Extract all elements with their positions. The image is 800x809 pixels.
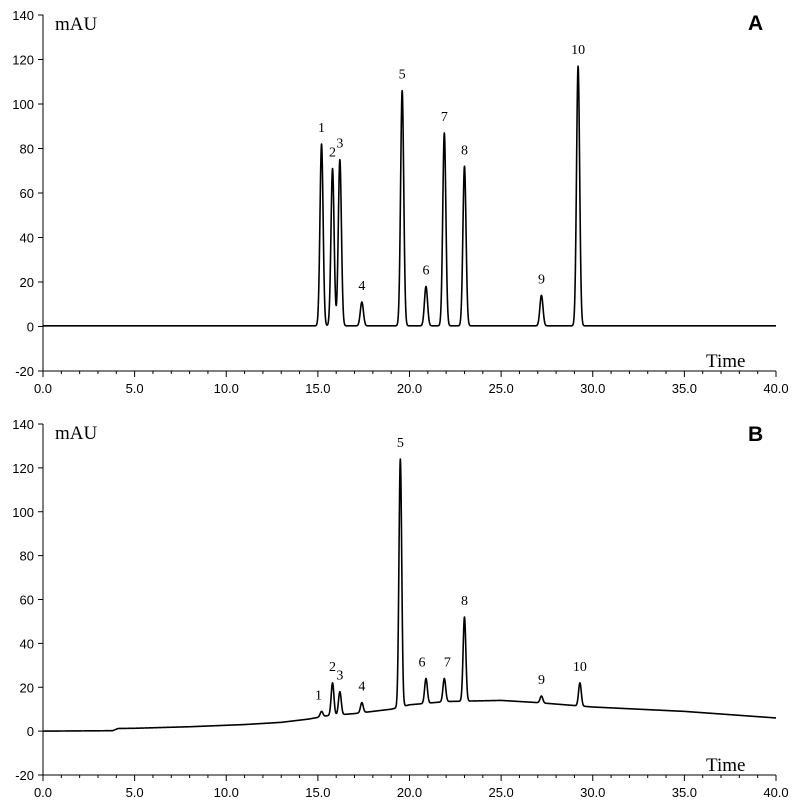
panel-b-y-tick-label: 140 (12, 417, 34, 432)
chromatogram-panel-a: A mAU Time -20 0 20 40 60 80 100 120 140 0.0 5.0 10… (12, 8, 788, 396)
panel-b-peak-label: 10 (573, 660, 587, 675)
panel-a-ylabel: mAU (55, 14, 98, 35)
chromatogram-panel-b: B mAU Time -20 0 20 40 60 80 100 120 140 0.0 5.0 10… (12, 417, 788, 800)
panel-b-x-tick-label: 30.0 (580, 785, 605, 800)
panel-b-y-tick-label: 100 (12, 505, 34, 520)
panel-b-y-tick-label: 60 (20, 593, 34, 608)
panel-b-xlabel: Time (706, 755, 745, 776)
panel-a-y-tick-label: 60 (20, 186, 34, 201)
panel-b-y-tick-label: 120 (12, 461, 34, 476)
panel-a-chromatogram-trace (42, 65, 777, 327)
panel-a-peak-label: 1 (318, 121, 325, 136)
panel-b-y-tick-label: 40 (20, 636, 34, 651)
panel-b-peak-label: 5 (397, 436, 404, 451)
panel-a-y-tick-label: 100 (12, 97, 34, 112)
panel-b-peak-label: 7 (444, 655, 451, 670)
panel-a-y-tick-label: 0 (27, 320, 34, 335)
panel-a-x-tick-label: 30.0 (580, 381, 605, 396)
panel-a-y-tick-label: 20 (20, 275, 34, 290)
panel-a-y-tick-label: 40 (20, 231, 34, 246)
panel-b-x-tick-label: 5.0 (126, 785, 144, 800)
panel-b-ylabel: mAU (55, 423, 98, 444)
panel-a-x-tick-label: 35.0 (672, 381, 697, 396)
panel-a-peak-label: 5 (399, 68, 406, 83)
panel-b-peak-label: 1 (315, 688, 322, 703)
panel-b-peak-label: 9 (538, 673, 545, 688)
panel-b-letter: B (748, 423, 763, 446)
panel-a-x-tick-label: 25.0 (488, 381, 513, 396)
panel-a-peak-label: 7 (441, 110, 448, 125)
panel-a-peak-label: 6 (422, 263, 429, 278)
panel-a-xlabel: Time (706, 351, 745, 372)
panel-b-peak-label: 6 (418, 655, 425, 670)
panel-b-peak-label: 2 (329, 660, 336, 675)
panel-a-y-tick-label: 120 (12, 53, 34, 68)
panel-b-peak-label: 3 (336, 669, 343, 684)
panel-a-peak-label: 2 (329, 146, 336, 161)
panel-a-y-tick-label: -20 (15, 364, 34, 379)
panel-b-x-tick-label: 25.0 (488, 785, 513, 800)
panel-b-x-tick-label: 40.0 (763, 785, 788, 800)
panel-a-x-tick-label: 0.0 (34, 381, 52, 396)
panel-b-x-tick-label: 0.0 (34, 785, 52, 800)
panel-b-x-tick-label: 20.0 (397, 785, 422, 800)
panel-a-x-tick-label: 5.0 (126, 381, 144, 396)
panel-b-x-tick-label: 15.0 (305, 785, 330, 800)
panel-b-chromatogram-trace (42, 458, 777, 732)
panel-a-peak-label: 9 (538, 272, 545, 287)
panel-a-x-tick-label: 15.0 (305, 381, 330, 396)
panel-a-x-tick-label: 20.0 (397, 381, 422, 396)
panel-b-y-tick-label: -20 (15, 768, 34, 783)
panel-a-y-tick-label: 140 (12, 8, 34, 23)
panel-b-peak-label: 8 (461, 594, 468, 609)
panel-b-x-tick-label: 10.0 (214, 785, 239, 800)
panel-a-letter: A (748, 12, 763, 35)
panel-b-peak-label: 4 (358, 680, 365, 695)
panel-b-y-tick-label: 80 (20, 549, 34, 564)
panel-a-y-tick-label: 80 (20, 142, 34, 157)
panel-b-x-tick-label: 35.0 (672, 785, 697, 800)
panel-a-x-tick-label: 40.0 (763, 381, 788, 396)
panel-a-peak-label: 8 (461, 143, 468, 158)
panel-a-peak-label: 10 (571, 43, 585, 58)
panel-b-y-tick-label: 0 (27, 724, 34, 739)
panel-a-peak-label: 3 (336, 137, 343, 152)
panel-a-x-tick-label: 10.0 (214, 381, 239, 396)
panel-a-peak-label: 4 (358, 279, 365, 294)
panel-b-y-tick-label: 20 (20, 680, 34, 695)
